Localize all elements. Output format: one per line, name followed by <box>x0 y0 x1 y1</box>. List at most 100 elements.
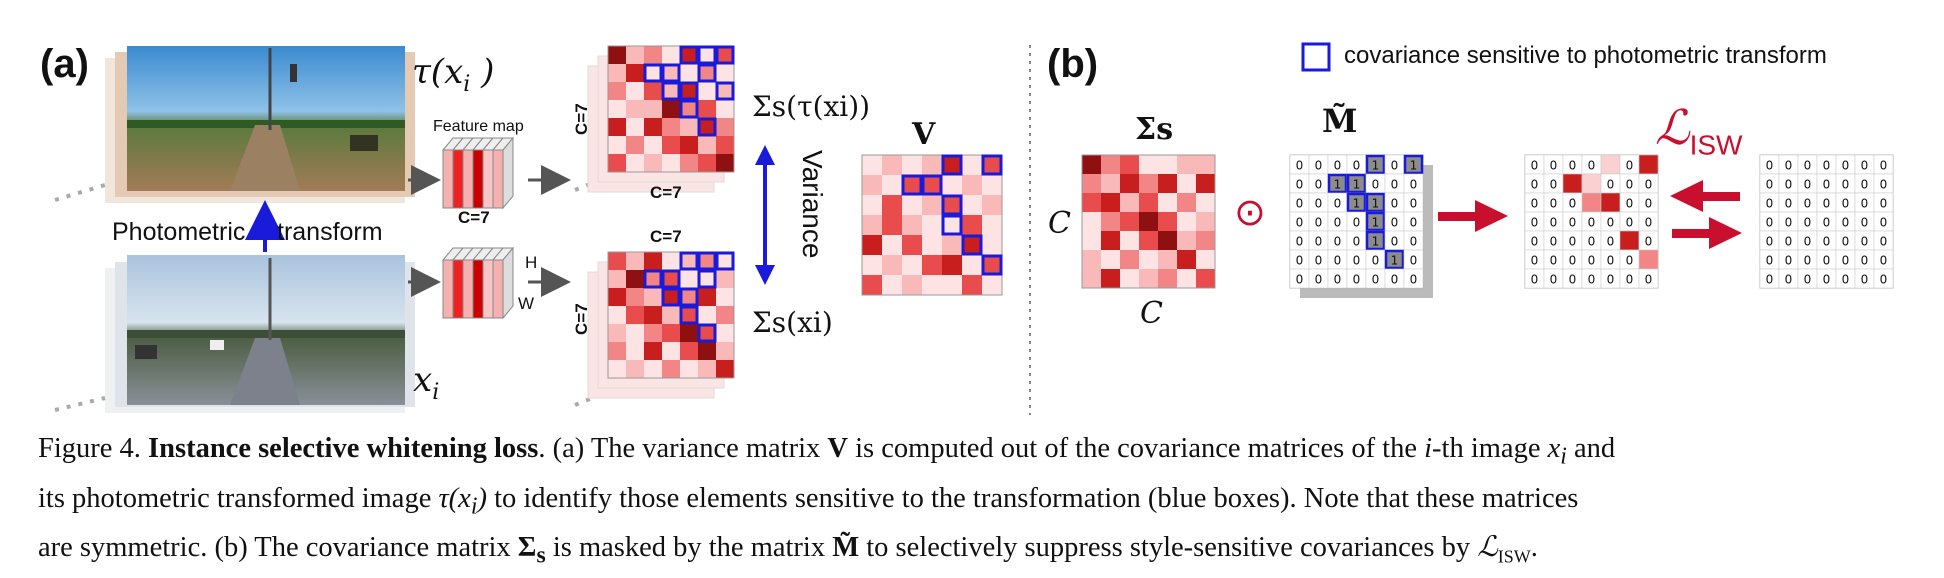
c-label-bottom: C <box>1140 296 1163 331</box>
matrix-value: 0 <box>1315 215 1323 229</box>
heat-cell <box>680 118 698 136</box>
cov-top-c7-vertical: C=7 <box>572 103 591 135</box>
matrix-value: 0 <box>1315 196 1323 210</box>
heat-cell <box>680 324 698 342</box>
matrix-value: 0 <box>1823 177 1831 191</box>
heat-cell <box>608 64 626 82</box>
matrix-value: 0 <box>1842 158 1850 172</box>
matrix-value: 0 <box>1626 253 1634 267</box>
matrix-value: 0 <box>1880 215 1888 229</box>
caption-text-1e: is computed out of the covariance matric… <box>848 433 1425 464</box>
matrix-value: 0 <box>1569 234 1577 248</box>
feature-map-c7-label: C=7 <box>458 208 490 227</box>
caption-m: M̃ <box>832 532 860 564</box>
heat-cell <box>1082 193 1101 212</box>
heat-cell <box>680 82 698 100</box>
matrix-value: 0 <box>1569 215 1577 229</box>
heat-cell <box>626 136 644 154</box>
c-label-left: C <box>1048 206 1071 241</box>
v-cell <box>902 255 922 275</box>
matrix-cell <box>1873 268 1894 289</box>
heat-cell <box>680 306 698 324</box>
sensitive-box <box>1327 173 1348 194</box>
heat-cell <box>1158 174 1177 193</box>
matrix-value: 0 <box>1880 158 1888 172</box>
matrix-value: 0 <box>1315 253 1323 267</box>
caption-text-3c: is masked by the matrix <box>545 532 833 564</box>
v-cell <box>922 175 942 195</box>
sensitive-box <box>697 251 717 271</box>
v-cell <box>902 275 922 295</box>
matrix-cell <box>1581 173 1602 194</box>
heat-cell <box>716 64 734 82</box>
heat-cell <box>662 324 680 342</box>
v-cell <box>962 195 982 215</box>
matrix-value: 0 <box>1626 196 1634 210</box>
sensitive-box <box>643 63 663 83</box>
heat-cell <box>608 118 626 136</box>
heat-cell <box>662 46 680 64</box>
loss-label: ℒISW <box>1655 100 1742 162</box>
loss-subscript: ISW <box>1689 129 1743 161</box>
matrix-value: 0 <box>1607 272 1615 286</box>
matrix-cell <box>1562 173 1583 194</box>
matrix-value: 0 <box>1550 234 1558 248</box>
v-cell <box>862 235 882 255</box>
v-cell <box>922 195 942 215</box>
matrix-value: 0 <box>1785 234 1793 248</box>
heat-cell <box>1177 250 1196 269</box>
matrix-value: 0 <box>1588 253 1596 267</box>
heat-cell <box>644 324 662 342</box>
caption-tau: τ(x <box>438 482 471 514</box>
heat-cell <box>698 252 716 270</box>
caption-title: Instance selective whitening loss <box>148 433 539 464</box>
heat-cell <box>644 82 662 100</box>
matrix-value: 0 <box>1334 215 1342 229</box>
heat-cell <box>698 100 716 118</box>
matrix-value: 0 <box>1353 272 1361 286</box>
v-cell <box>942 215 962 235</box>
matrix-value: 0 <box>1296 177 1304 191</box>
sensitive-box <box>661 81 681 101</box>
heat-cell <box>716 136 734 154</box>
matrix-value: 0 <box>1334 158 1342 172</box>
matrix-value: 0 <box>1315 272 1323 286</box>
v-cell <box>902 215 922 235</box>
heat-cell <box>626 270 644 288</box>
heat-cell <box>626 324 644 342</box>
matrix-value: 0 <box>1645 272 1653 286</box>
heat-cell <box>680 288 698 306</box>
heat-cell <box>698 118 716 136</box>
sigma-matrix <box>1081 154 1216 289</box>
v-cell <box>982 275 1002 295</box>
heat-cell <box>662 118 680 136</box>
heat-cell <box>1158 250 1177 269</box>
heat-cell <box>662 306 680 324</box>
sensitive-box <box>715 45 735 65</box>
matrix-value: 0 <box>1353 253 1361 267</box>
zero-target-matrix: 0 0 0 0 0 0 00 0 0 0 0 0 00 0 0 0 0 0 00 0 0 0 0 0 00 0 0 0 0 0 00 0 0 0 0… <box>1759 154 1894 289</box>
matrix-value: 0 <box>1550 272 1558 286</box>
heat-cell <box>1082 174 1101 193</box>
matrix-value: 0 <box>1607 215 1615 229</box>
heat-cell <box>626 100 644 118</box>
matrix-value: 0 <box>1842 253 1850 267</box>
heat-cell <box>716 100 734 118</box>
matrix-value: 0 <box>1880 177 1888 191</box>
matrix-value: 0 <box>1296 253 1304 267</box>
v-cell <box>982 215 1002 235</box>
sensitive-box <box>941 154 963 176</box>
heat-cell <box>680 252 698 270</box>
matrix-value: 0 <box>1334 196 1342 210</box>
heat-cell <box>1196 193 1215 212</box>
sensitive-box <box>661 287 681 307</box>
matrix-value: 0 <box>1842 196 1850 210</box>
variance-double-arrow <box>755 145 775 285</box>
heat-cell <box>1101 174 1120 193</box>
sensitive-box <box>1365 230 1386 251</box>
sensitive-box <box>697 117 717 137</box>
v-cell <box>942 195 962 215</box>
matrix-value: 0 <box>1353 234 1361 248</box>
matrix-value: 0 <box>1410 272 1418 286</box>
matrix-value: 1 <box>1372 158 1380 172</box>
